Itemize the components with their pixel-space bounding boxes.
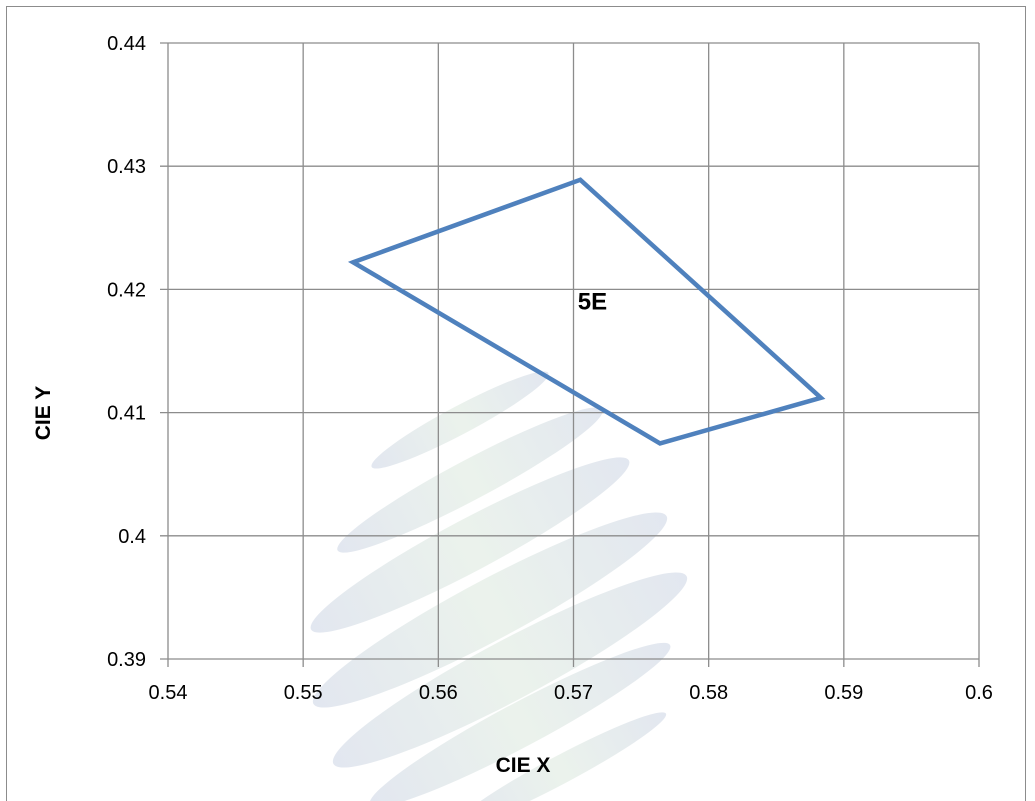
watermark-stripe (332, 572, 688, 768)
watermark-stripe (337, 407, 603, 553)
plot-grid (160, 42, 980, 667)
x-tick-label: 0.56 (419, 682, 458, 704)
y-tick-label: 0.44 (107, 33, 146, 55)
series-layer (347, 177, 826, 446)
annotations-layer: 5E (578, 289, 607, 316)
x-tick-label: 0.58 (689, 682, 728, 704)
y-tick-label: 0.39 (107, 649, 146, 671)
x-tick-label: 0.54 (149, 682, 188, 704)
y-axis-ticks: 0.39 0.4 0.41 0.42 0.43 0.44 (107, 33, 146, 671)
watermark-stripe (369, 642, 671, 801)
x-axis-title: CIE X (496, 754, 551, 777)
watermark-stripe (453, 712, 667, 801)
y-tick-label: 0.41 (107, 403, 146, 425)
watermark-stripe (310, 457, 630, 633)
y-tick-label: 0.4 (118, 526, 146, 548)
watermark-stripe (371, 371, 549, 469)
x-axis-ticks: 0.54 0.55 0.56 0.57 0.58 0.59 0.6 (149, 682, 993, 704)
y-tick-label: 0.42 (107, 279, 146, 301)
y-axis-title: CIE Y (32, 386, 55, 440)
x-tick-label: 0.6 (965, 682, 993, 704)
watermark-logo (310, 371, 688, 801)
x-tick-label: 0.57 (554, 682, 593, 704)
x-tick-label: 0.55 (284, 682, 323, 704)
x-tick-label: 0.59 (824, 682, 863, 704)
annotation-label: 5E (578, 289, 607, 316)
y-tick-label: 0.43 (107, 156, 146, 178)
